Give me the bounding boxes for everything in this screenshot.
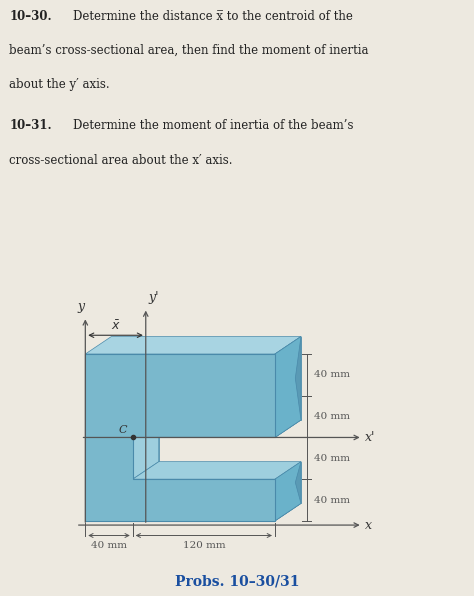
Text: y': y' [148,291,159,305]
Text: 40 mm: 40 mm [314,412,350,421]
Text: $\bar{x}$: $\bar{x}$ [110,319,120,333]
Text: 40 mm: 40 mm [314,370,350,380]
Polygon shape [85,504,301,521]
Text: about the y′ axis.: about the y′ axis. [9,78,110,91]
Text: x: x [365,519,373,532]
Text: x': x' [365,431,376,444]
Text: Probs. 10–30/31: Probs. 10–30/31 [175,575,299,588]
Polygon shape [133,462,301,479]
Polygon shape [275,462,301,521]
Text: C: C [118,426,127,435]
Text: y: y [78,300,85,313]
Text: cross-sectional area about the x′ axis.: cross-sectional area about the x′ axis. [9,154,233,167]
Text: 10–31.: 10–31. [9,119,52,132]
Text: 40 mm: 40 mm [91,541,127,550]
Polygon shape [275,462,301,521]
Text: 120 mm: 120 mm [182,541,225,550]
Text: 40 mm: 40 mm [314,495,350,505]
Polygon shape [275,337,301,437]
Text: Determine the moment of inertia of the beam’s: Determine the moment of inertia of the b… [73,119,354,132]
Polygon shape [133,420,301,437]
Text: 10–30.: 10–30. [9,10,52,23]
Polygon shape [85,354,275,521]
Polygon shape [85,337,301,354]
Polygon shape [111,337,301,504]
Text: beam’s cross-sectional area, then find the moment of inertia: beam’s cross-sectional area, then find t… [9,44,369,57]
Polygon shape [275,337,301,437]
Text: Determine the distance x̅ to the centroid of the: Determine the distance x̅ to the centroi… [73,10,353,23]
Text: 40 mm: 40 mm [314,454,350,463]
Polygon shape [133,420,159,479]
